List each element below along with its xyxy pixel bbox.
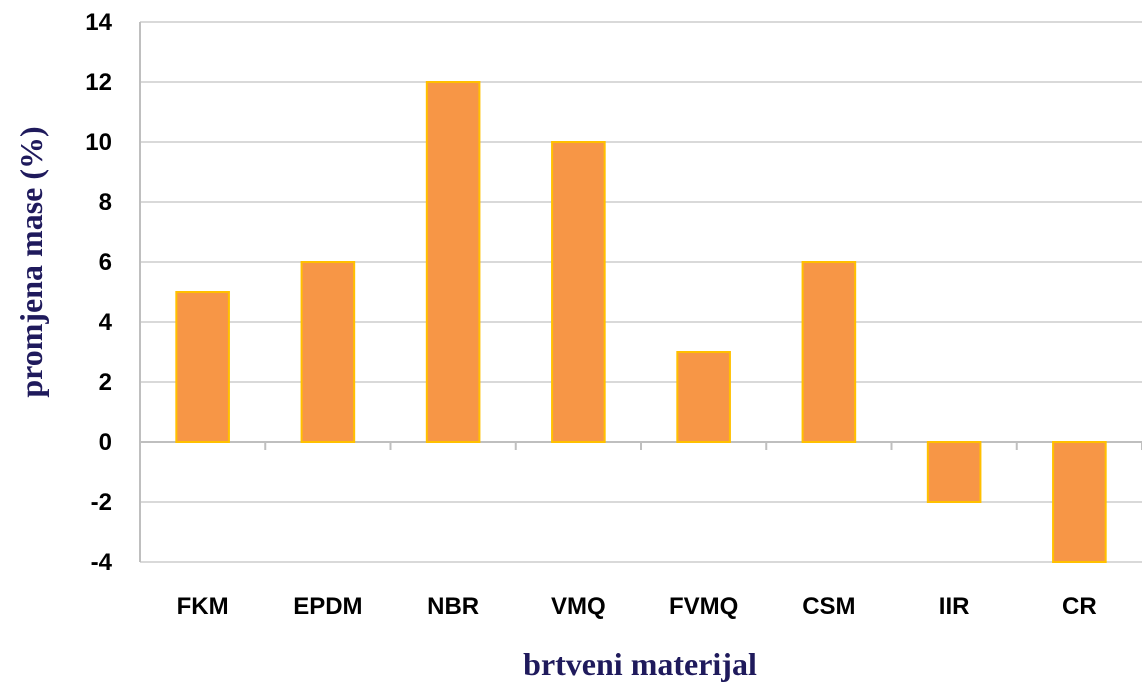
x-tick-label: CR [1062,593,1097,620]
bar-iir [926,441,982,503]
x-tick-label: EPDM [293,593,362,620]
y-tick-label: 10 [85,129,112,156]
x-axis-title: brtveni materijal [523,646,757,682]
gridlines [140,21,1142,563]
bar-csm [801,261,857,443]
y-tick-label: 2 [99,369,112,396]
x-tick-label: IIR [939,593,970,620]
bar-nbr [425,81,481,443]
bar-cr [1052,441,1107,563]
axes [139,22,1142,562]
y-tick-label: 6 [99,249,112,276]
x-tick-label: FVMQ [669,593,738,620]
bar-epdm [300,261,356,443]
x-tick-labels: FKM EPDM NBR VMQ FVMQ CSM IIR CR [177,593,1097,620]
y-tick-label: 0 [99,429,112,456]
bars [175,81,1107,563]
x-tick-label: CSM [802,593,855,620]
x-tick-label: NBR [427,593,479,620]
y-tick-label: -2 [91,489,112,516]
bar-fvmq [676,351,731,443]
y-tick-labels: -4 -2 0 2 4 6 8 10 12 14 [85,9,112,576]
y-tick-label: 4 [99,309,113,336]
y-tick-label: 12 [85,69,112,96]
y-axis-title: promjena mase (%) [13,126,49,397]
y-tick-label: 8 [99,189,112,216]
bar-vmq [551,141,606,443]
x-tick-label: VMQ [551,593,606,620]
y-tick-label: -4 [91,549,113,576]
y-tick-label: 14 [85,9,112,36]
bar-fkm [175,291,230,443]
x-tick-label: FKM [177,593,229,620]
